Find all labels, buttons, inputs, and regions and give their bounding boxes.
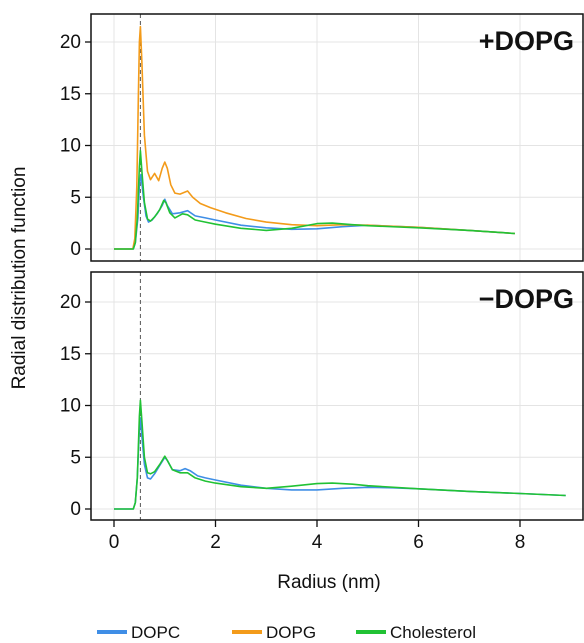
- legend-label: DOPG: [266, 623, 316, 642]
- panel-plus-dopg: 0 5 10 15 20 +DOPG: [60, 13, 584, 262]
- x-tick-label: 2: [210, 532, 221, 553]
- panels: 0 5 10 15 20 +DOPG 0 5 10 15 20 −DOPG 0 2 4 6 8: [60, 13, 584, 553]
- y-tick-label: 15: [60, 84, 81, 105]
- y-tick-label: 15: [60, 344, 81, 365]
- panel-label: −DOPG: [479, 284, 574, 314]
- legend-item-cholesterol: Cholesterol: [356, 623, 476, 642]
- x-tick-label: 4: [312, 532, 323, 553]
- y-tick-label: 0: [70, 499, 81, 520]
- panel-label: +DOPG: [479, 26, 574, 56]
- y-tick-label: 20: [60, 32, 81, 53]
- y-axis-title: Radial distribution function: [9, 167, 30, 390]
- y-tick-label: 0: [70, 239, 81, 260]
- x-tick-label: 0: [109, 532, 120, 553]
- legend-item-dopc: DOPC: [97, 623, 180, 642]
- series-line-dopc: [114, 173, 515, 250]
- legend-item-dopg: DOPG: [232, 623, 316, 642]
- legend-label: DOPC: [131, 623, 180, 642]
- x-tick-label: 8: [515, 532, 526, 553]
- y-tick-label: 10: [60, 396, 81, 417]
- series-line-dopc: [114, 417, 566, 510]
- series-line-cholesterol: [114, 399, 566, 510]
- legend: DOPC DOPG Cholesterol: [97, 623, 476, 642]
- plot-frame: [90, 271, 584, 521]
- y-tick-label: 5: [70, 447, 81, 468]
- x-axis-title: Radius (nm): [277, 572, 380, 593]
- y-tick-label: 5: [70, 187, 81, 208]
- panel-minus-dopg: 0 5 10 15 20 −DOPG: [60, 271, 584, 521]
- series-line-cholesterol: [114, 149, 515, 250]
- x-tick-label: 6: [413, 532, 424, 553]
- plot-area: [91, 272, 584, 520]
- plot-frame: [90, 13, 584, 262]
- legend-label: Cholesterol: [390, 623, 476, 642]
- plot-area: [91, 14, 584, 261]
- y-tick-label: 20: [60, 292, 81, 313]
- y-tick-label: 10: [60, 136, 81, 157]
